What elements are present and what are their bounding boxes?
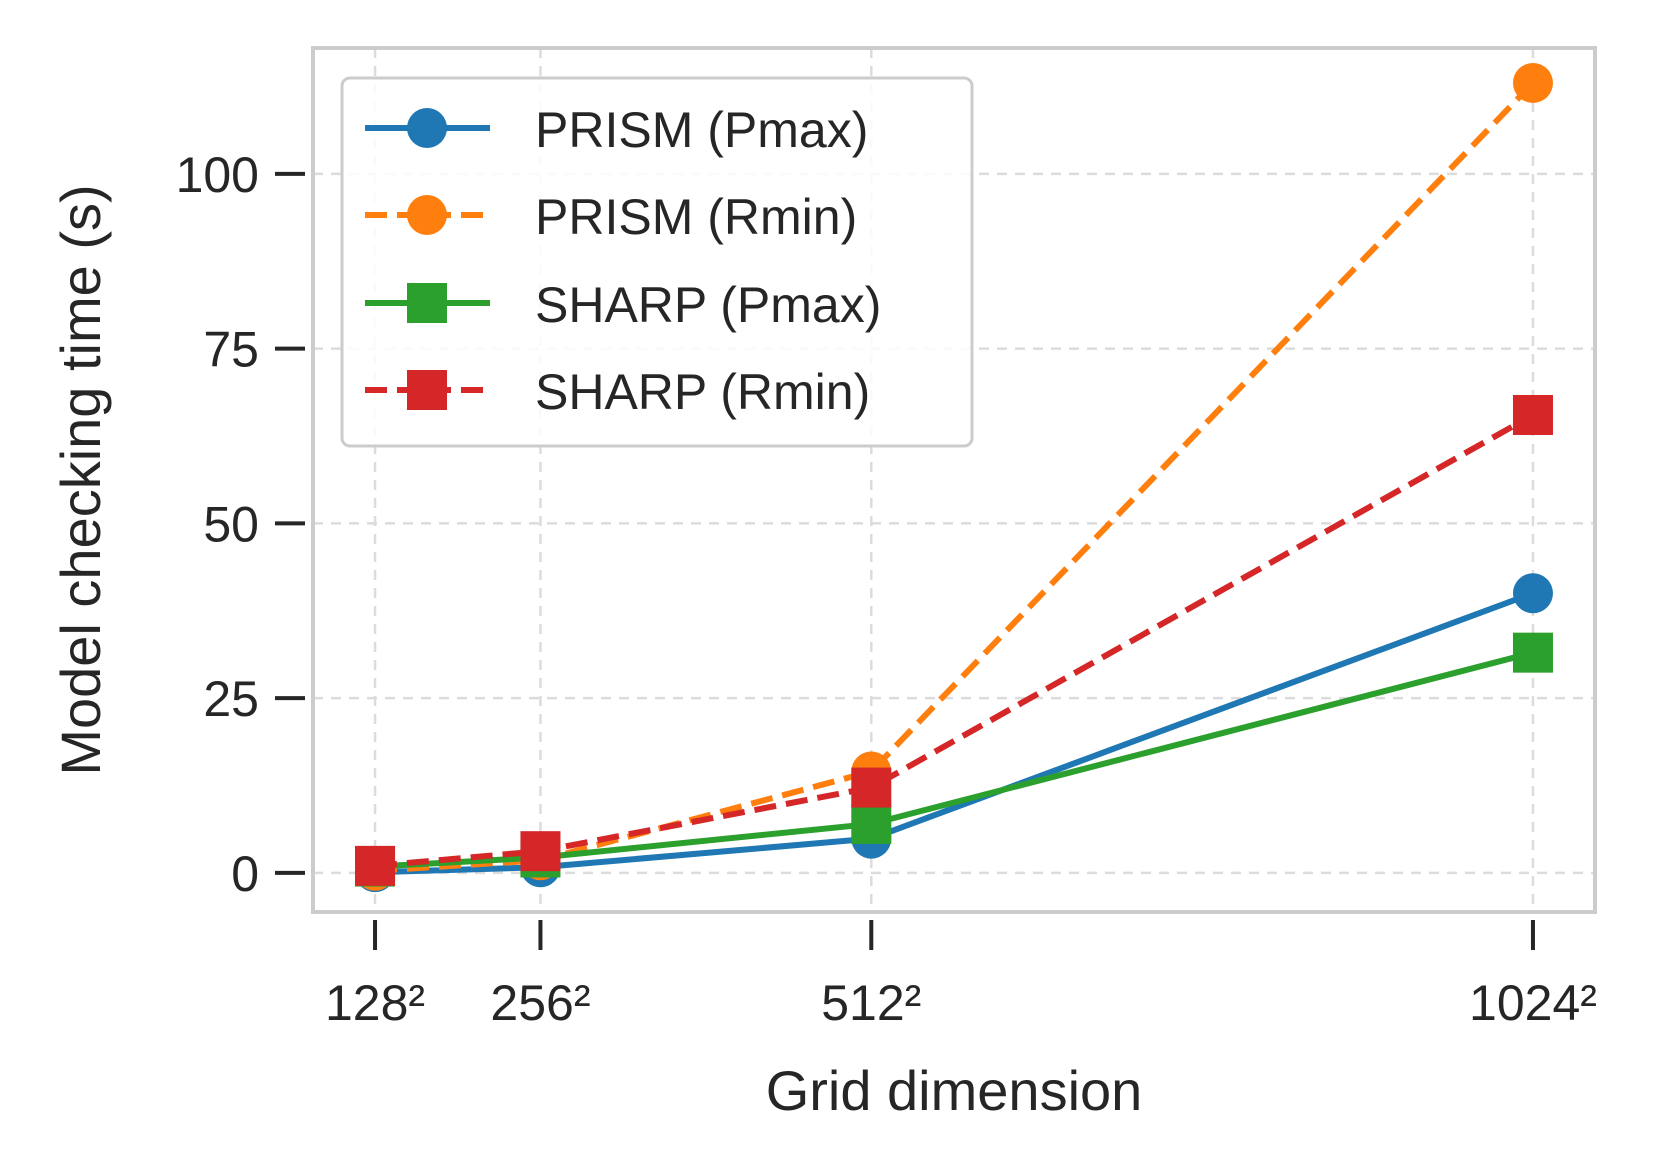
data-point xyxy=(1512,394,1553,435)
y-axis: 0 25 50 75 100 xyxy=(176,147,305,902)
series-line xyxy=(374,412,1535,869)
legend-marker xyxy=(407,370,447,410)
data-point xyxy=(851,767,892,808)
legend-marker xyxy=(407,195,447,235)
legend-marker xyxy=(407,108,447,148)
legend-swatch xyxy=(365,283,490,323)
y-tick-label: 100 xyxy=(176,147,259,203)
legend-label: PRISM (Rmin) xyxy=(535,189,857,245)
legend-item-prism-rmin: PRISM (Rmin) xyxy=(365,189,857,245)
x-tick-label: 128² xyxy=(325,975,425,1031)
data-point xyxy=(1512,573,1553,614)
legend-label: SHARP (Rmin) xyxy=(535,364,870,420)
series-line xyxy=(374,80,1536,874)
x-tick-label: 256² xyxy=(490,975,590,1031)
legend-marker xyxy=(407,283,447,323)
legend-swatch xyxy=(365,108,490,148)
legend-label: SHARP (Pmax) xyxy=(535,277,881,333)
y-axis-label: Model checking time (s) xyxy=(49,184,112,775)
plot-frame xyxy=(311,46,1597,914)
y-tick-label: 75 xyxy=(203,322,259,378)
data-point xyxy=(851,803,892,844)
series-line xyxy=(374,590,1535,876)
series-sharp-rmin xyxy=(355,394,1553,886)
y-tick-label: 25 xyxy=(203,671,259,727)
x-tick-label: 1024² xyxy=(1469,975,1597,1031)
legend-item-prism-pmax: PRISM (Pmax) xyxy=(365,102,868,158)
series-layer xyxy=(355,62,1553,893)
legend-swatch xyxy=(365,195,490,235)
legend-label: PRISM (Pmax) xyxy=(535,102,868,158)
data-point xyxy=(520,831,561,872)
legend-swatch xyxy=(365,370,490,410)
legend-item-sharp-rmin: SHARP (Rmin) xyxy=(365,364,870,420)
y-tick-label: 0 xyxy=(231,846,259,902)
x-axis: 128² 256² 512² 1024² xyxy=(325,920,1597,1031)
data-point xyxy=(1512,632,1553,673)
y-tick-label: 50 xyxy=(203,496,259,552)
legend-item-sharp-pmax: SHARP (Pmax) xyxy=(365,277,881,333)
x-axis-label: Grid dimension xyxy=(766,1059,1143,1122)
data-point xyxy=(355,845,396,886)
data-point xyxy=(1512,62,1553,103)
legend-box xyxy=(340,76,974,448)
series-line xyxy=(374,649,1534,870)
x-tick-label: 512² xyxy=(821,975,921,1031)
legend: PRISM (Pmax) PRISM (Rmin) SHARP (Pmax) S… xyxy=(340,76,974,448)
